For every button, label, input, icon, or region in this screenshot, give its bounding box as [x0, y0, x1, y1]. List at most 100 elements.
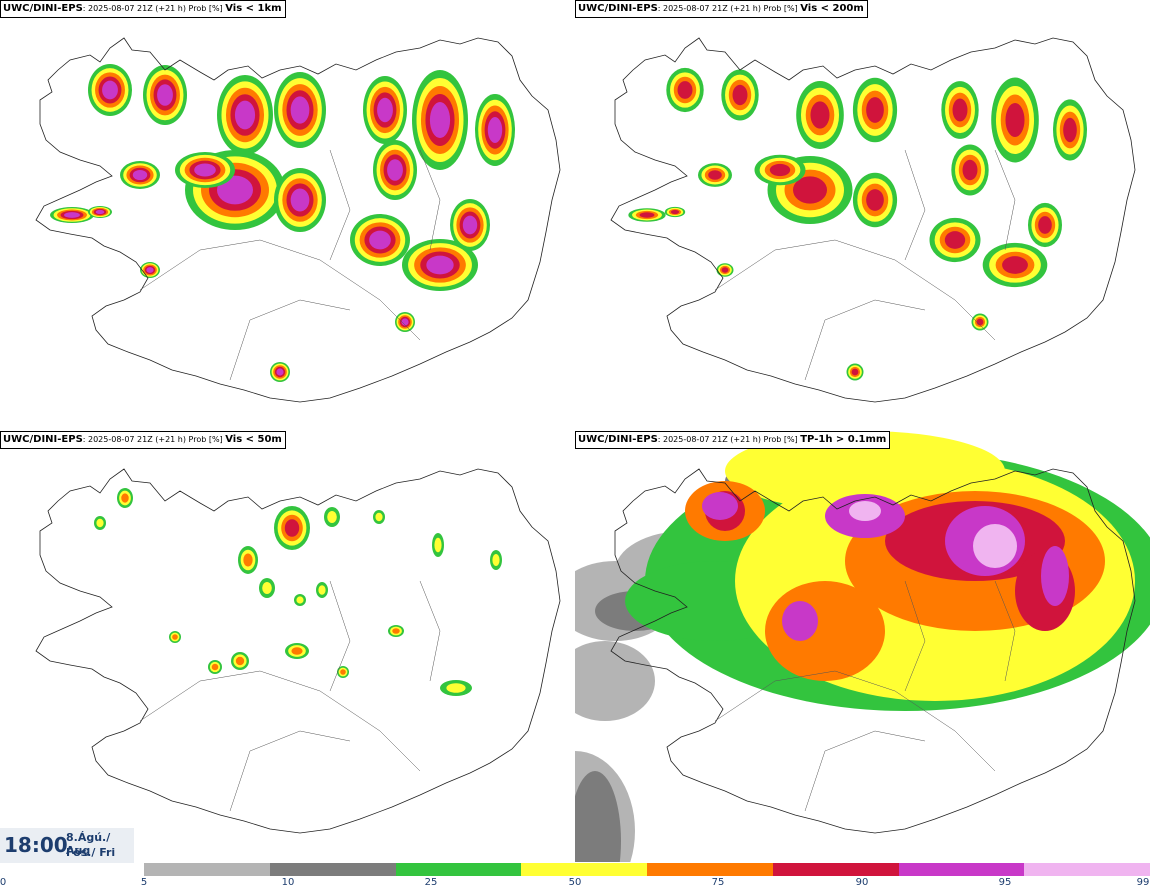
panel-title: UWC/DINI-EPS: 2025-08-07 21Z (+21 h) Pro…: [575, 431, 891, 449]
region-boundary: [904, 580, 926, 692]
region-boundary: [994, 580, 1016, 682]
fog-probability-area: [952, 98, 968, 122]
map-panel-precip: UWC/DINI-EPS: 2025-08-07 21Z (+21 h) Pro…: [575, 431, 1150, 862]
fog-probability-area: [157, 84, 173, 106]
coastline: [610, 37, 1136, 403]
precip-area: [765, 581, 885, 681]
fog-probability-area: [670, 209, 680, 215]
colorbar-segment: [1024, 863, 1150, 876]
fog-probability-area: [290, 188, 310, 212]
map-vis-200m: [610, 37, 1136, 403]
fog-probability-area: [132, 169, 148, 181]
fog-probability-area: [851, 368, 859, 376]
fog-probability-area: [276, 368, 284, 376]
coastline: [610, 468, 1136, 834]
map-precip: [575, 431, 1150, 862]
region-boundary: [419, 149, 441, 251]
colorbar-tick-label: 95: [998, 877, 1012, 888]
panel-title: UWC/DINI-EPS: 2025-08-07 21Z (+21 h) Pro…: [0, 431, 286, 449]
colorbar-tick-label: 99: [1136, 877, 1150, 888]
fog-probability-area: [95, 209, 105, 215]
fog-probability-area: [434, 537, 442, 553]
fog-probability-area: [211, 663, 219, 671]
fog-probability-area: [291, 647, 303, 655]
region-boundary: [229, 730, 351, 812]
fog-probability-area: [64, 212, 80, 218]
map-panel-vis-50m: UWC/DINI-EPS: 2025-08-07 21Z (+21 h) Pro…: [0, 431, 575, 862]
precip-area: [849, 501, 881, 521]
fog-probability-area: [732, 84, 748, 106]
colorbar-segment: [269, 863, 396, 876]
coastline: [35, 37, 561, 403]
fog-probability-area: [121, 493, 129, 503]
precip-area: [1041, 546, 1069, 606]
map-vis-1km: [35, 37, 561, 403]
precip-area: [973, 524, 1017, 568]
fog-probability-area: [172, 634, 178, 640]
map-panel-vis-1km: UWC/DINI-EPS: 2025-08-07 21Z (+21 h) Pro…: [0, 0, 575, 431]
fog-probability-area: [146, 267, 154, 273]
region-boundary: [229, 299, 351, 381]
colorbar-tick-label: 0: [0, 877, 7, 888]
panel-title: UWC/DINI-EPS: 2025-08-07 21Z (+21 h) Pro…: [0, 0, 286, 18]
region-boundary: [329, 580, 351, 692]
colorbar-segment: [395, 863, 522, 876]
colorbar-tick-label: 5: [140, 877, 148, 888]
fog-probability-area: [369, 230, 391, 250]
fog-probability-area: [429, 102, 451, 138]
fog-probability-area: [1002, 256, 1028, 274]
fog-probability-area: [721, 267, 729, 273]
fog-probability-area: [243, 553, 253, 567]
fog-probability-area: [962, 159, 978, 181]
precip-area: [575, 641, 655, 721]
colorbar-tick-label: 90: [855, 877, 869, 888]
fog-probability-area: [401, 318, 409, 326]
fog-probability-area: [810, 101, 830, 129]
fog-probability-area: [284, 519, 300, 537]
coastline: [35, 468, 561, 834]
fog-probability-area: [426, 255, 454, 275]
fog-probability-area: [377, 97, 393, 123]
fog-probability-area: [487, 117, 503, 143]
map-panel-vis-200m: UWC/DINI-EPS: 2025-08-07 21Z (+21 h) Pro…: [575, 0, 1150, 431]
fog-probability-area: [102, 80, 118, 100]
colorbar-segment: [521, 863, 648, 876]
precip-area: [575, 771, 621, 862]
region-boundary: [904, 149, 926, 261]
fog-probability-area: [392, 628, 400, 634]
fog-probability-area: [866, 189, 884, 211]
fog-probability-area: [677, 81, 693, 99]
panel-title: UWC/DINI-EPS: 2025-08-07 21Z (+21 h) Pro…: [575, 0, 868, 18]
colorbar-tick-label: 10: [281, 877, 295, 888]
valid-time: 18:00: [4, 833, 68, 857]
colorbar-tick-label: 75: [711, 877, 725, 888]
colorbar-tick-label: 25: [424, 877, 438, 888]
fog-probability-area: [769, 163, 791, 177]
fog-probability-area: [1005, 103, 1025, 137]
fog-probability-area: [1038, 216, 1052, 234]
fog-probability-area: [462, 215, 478, 235]
region-boundary: [714, 239, 996, 341]
region-boundary: [714, 670, 996, 772]
fog-probability-area: [96, 518, 104, 528]
fog-probability-area: [318, 585, 326, 595]
region-boundary: [139, 670, 421, 772]
fog-probability-area: [866, 97, 884, 123]
fog-probability-area: [375, 512, 383, 522]
fog-probability-area: [793, 176, 827, 204]
colorbar-segment: [898, 863, 1025, 876]
fog-probability-area: [194, 163, 216, 177]
region-boundary: [329, 149, 351, 261]
fog-probability-area: [290, 96, 310, 124]
colorbar-tick-label: 50: [568, 877, 582, 888]
colorbar-segment: [647, 863, 774, 876]
valid-weekday: Fös./ Fri: [66, 846, 116, 859]
valid-time-box: 18:00 8.Ágú./ Aug Fös./ Fri: [0, 828, 134, 863]
valid-date: 8.Ágú./ Aug: [66, 831, 111, 857]
fog-probability-area: [296, 596, 304, 604]
fog-probability-area: [262, 582, 272, 594]
fog-probability-area: [708, 170, 722, 180]
fog-probability-area: [446, 683, 466, 693]
precip-area: [782, 601, 818, 641]
region-boundary: [139, 239, 421, 341]
